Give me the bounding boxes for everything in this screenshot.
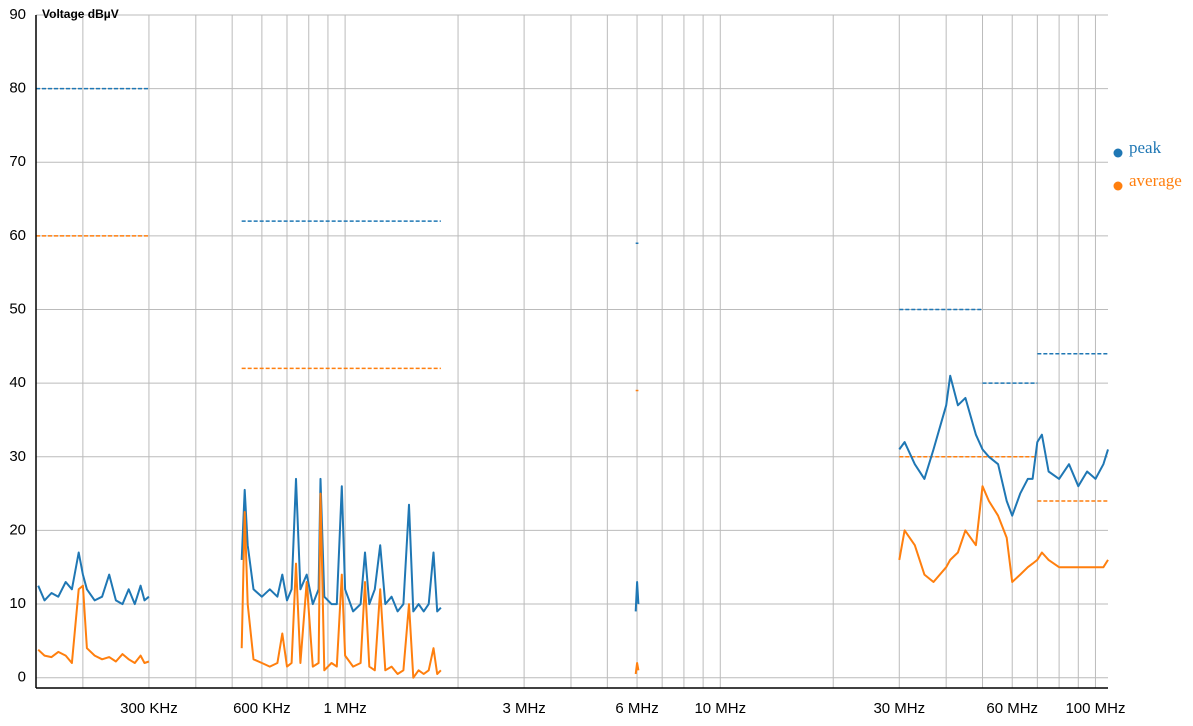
y-tick-label: 60	[9, 227, 26, 244]
legend-label: peak	[1129, 138, 1162, 157]
x-tick-label: 1 MHz	[323, 700, 366, 717]
y-tick-label: 50	[9, 300, 26, 317]
y-tick-label: 90	[9, 6, 26, 23]
legend-marker	[1113, 181, 1123, 191]
series-line	[37, 485, 1109, 679]
plot	[36, 87, 1109, 679]
y-tick-label: 80	[9, 80, 26, 97]
x-tick-label: 6 MHz	[615, 700, 658, 717]
y-tick-label: 70	[9, 153, 26, 170]
x-tick-label: 30 MHz	[873, 700, 925, 717]
y-tick-label: 20	[9, 521, 26, 538]
y-axis-label: Voltage dBµV	[42, 7, 119, 21]
x-tick-label: 600 KHz	[233, 700, 291, 717]
x-tick-label: 3 MHz	[502, 700, 545, 717]
y-tick-label: 30	[9, 448, 26, 465]
x-tick-label: 60 MHz	[986, 700, 1038, 717]
y-tick-label: 0	[18, 669, 26, 686]
y-tick-label: 40	[9, 374, 26, 391]
x-tick-label: 100 MHz	[1065, 700, 1125, 717]
grid	[36, 14, 1108, 688]
legend-label: average	[1129, 171, 1182, 190]
x-tick-label: 300 KHz	[120, 700, 178, 717]
y-tick-label: 10	[9, 595, 26, 612]
series-line	[37, 374, 1109, 613]
x-tick-label: 10 MHz	[694, 700, 746, 717]
legend-marker	[1113, 148, 1123, 158]
